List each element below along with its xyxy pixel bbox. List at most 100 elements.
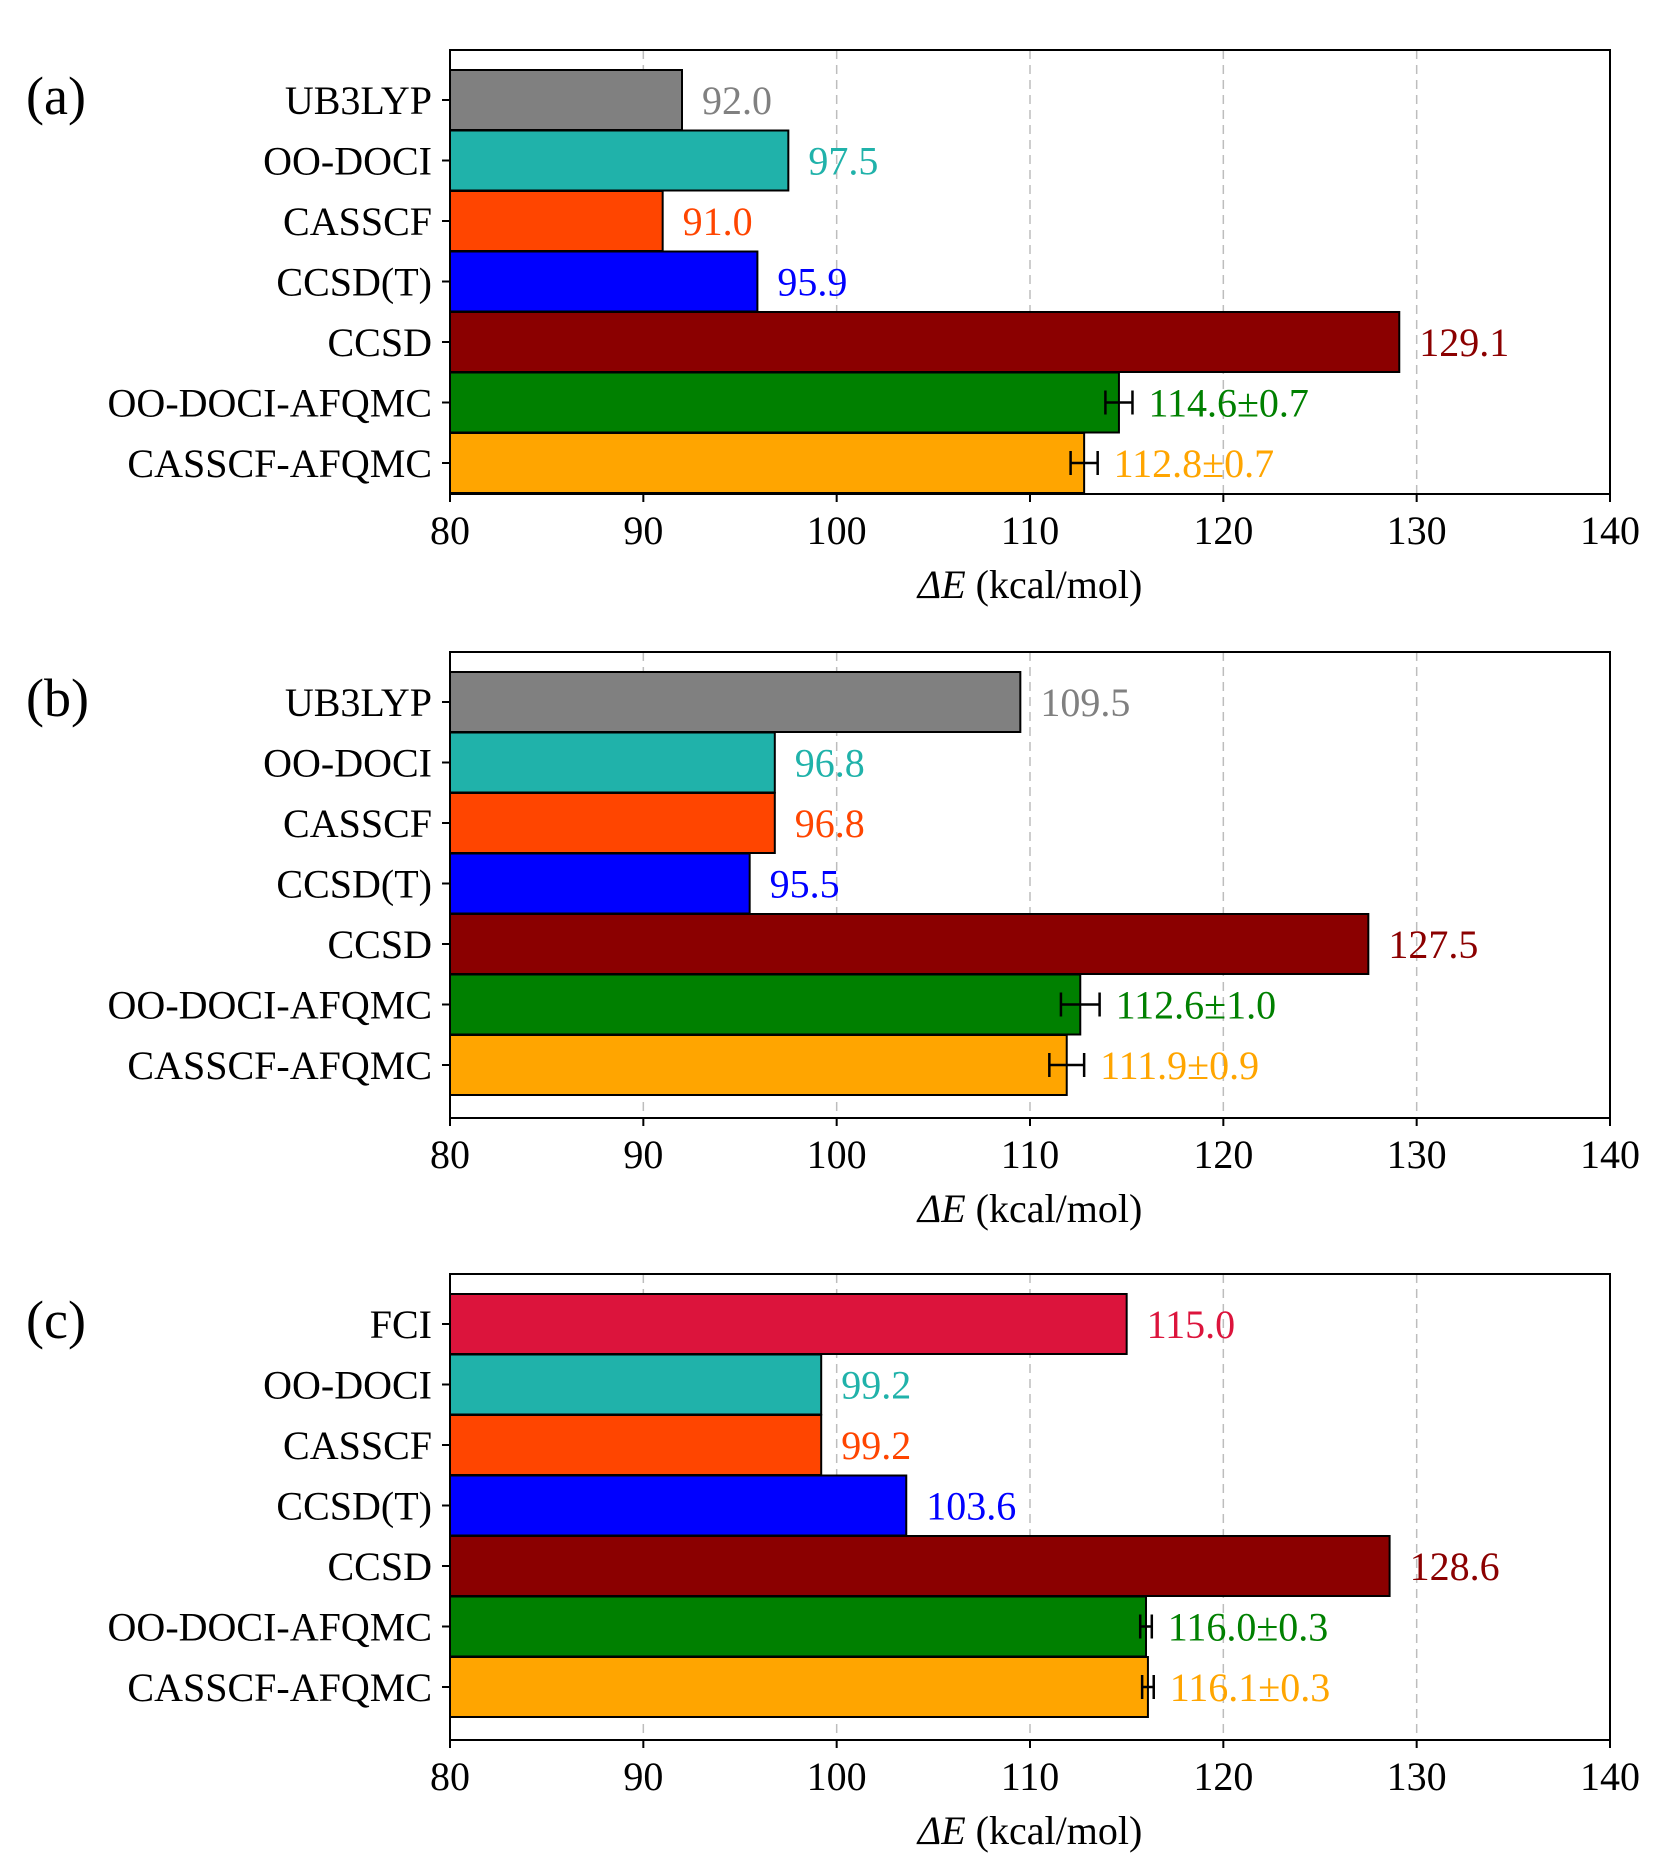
data-label: 99.2 xyxy=(841,1423,911,1468)
x-tick-label: 80 xyxy=(430,1754,470,1799)
data-label: 116.1±0.3 xyxy=(1170,1665,1330,1710)
category-label: OO-DOCI-AFQMC xyxy=(108,1605,432,1650)
data-label: 128.6 xyxy=(1410,1544,1500,1589)
data-label: 97.5 xyxy=(808,139,878,184)
x-tick-label: 100 xyxy=(807,1754,867,1799)
bar xyxy=(449,913,1370,975)
x-tick-label: 130 xyxy=(1387,1132,1447,1177)
data-label: 96.8 xyxy=(795,741,865,786)
x-axis-symbol: ΔE xyxy=(916,1186,966,1231)
data-label: 109.5 xyxy=(1040,680,1130,725)
category-label: CASSCF xyxy=(283,1423,432,1468)
category-label: UB3LYP xyxy=(285,78,432,123)
category-label: CCSD xyxy=(328,1544,433,1589)
panel-label: (c) xyxy=(26,1290,86,1350)
x-tick-label: 90 xyxy=(623,1754,663,1799)
bar xyxy=(449,432,1086,494)
data-label: 95.5 xyxy=(770,862,840,907)
bar xyxy=(449,129,790,192)
bar xyxy=(449,792,776,854)
x-axis-label: ΔE (kcal/mol) xyxy=(916,1808,1143,1853)
bar xyxy=(449,69,683,131)
data-label: 91.0 xyxy=(683,199,753,244)
x-tick-label: 110 xyxy=(1001,1132,1060,1177)
bar xyxy=(449,1034,1068,1096)
category-label: OO-DOCI xyxy=(263,139,432,184)
data-label: 112.6±1.0 xyxy=(1116,983,1276,1028)
x-axis-unit: (kcal/mol) xyxy=(976,1186,1143,1231)
bar xyxy=(449,1414,823,1476)
x-axis-symbol: ΔE xyxy=(916,1808,966,1853)
bar xyxy=(449,671,1022,733)
bar xyxy=(449,1293,1128,1355)
category-label: CCSD(T) xyxy=(276,260,432,305)
bar xyxy=(449,371,1120,434)
data-label: 111.9±0.9 xyxy=(1100,1043,1259,1088)
x-tick-label: 120 xyxy=(1193,1132,1253,1177)
x-axis-label: ΔE (kcal/mol) xyxy=(916,1186,1143,1231)
category-label: OO-DOCI xyxy=(263,741,432,786)
data-label: 127.5 xyxy=(1388,922,1478,967)
category-label: FCI xyxy=(370,1302,432,1347)
x-tick-label: 100 xyxy=(807,508,867,553)
x-axis-symbol: ΔE xyxy=(916,562,966,607)
category-label: OO-DOCI-AFQMC xyxy=(108,381,432,426)
bar xyxy=(449,190,664,252)
x-tick-label: 120 xyxy=(1193,1754,1253,1799)
x-tick-label: 140 xyxy=(1580,1132,1640,1177)
category-label: CCSD xyxy=(328,320,433,365)
bar xyxy=(449,250,759,313)
data-label: 112.8±0.7 xyxy=(1114,441,1274,486)
x-tick-label: 90 xyxy=(623,508,663,553)
category-label: OO-DOCI xyxy=(263,1363,432,1408)
category-label: CCSD(T) xyxy=(276,1484,432,1529)
data-label: 114.6±0.7 xyxy=(1148,381,1308,426)
data-label: 99.2 xyxy=(841,1363,911,1408)
category-label: OO-DOCI-AFQMC xyxy=(108,983,432,1028)
category-label: CASSCF-AFQMC xyxy=(127,441,432,486)
x-tick-label: 140 xyxy=(1580,508,1640,553)
data-label: 95.9 xyxy=(777,260,847,305)
x-tick-label: 130 xyxy=(1387,508,1447,553)
x-tick-label: 110 xyxy=(1001,508,1060,553)
category-label: CASSCF xyxy=(283,801,432,846)
category-label: UB3LYP xyxy=(285,680,432,725)
category-label: CCSD(T) xyxy=(276,862,432,907)
panel-3: FCI 115.0 OO-DOCI 99.2 CASSCF 99.2 CCSD(T) 103.… xyxy=(26,1273,1640,1853)
data-label: 96.8 xyxy=(795,801,865,846)
panel-2: UB3LYP 109.5 OO-DOCI 96.8 CASSCF 96.8 CCSD(T) 9… xyxy=(26,651,1640,1231)
x-tick-label: 80 xyxy=(430,1132,470,1177)
x-tick-label: 110 xyxy=(1001,1754,1060,1799)
bar xyxy=(449,731,776,794)
bar xyxy=(449,1656,1149,1718)
data-label: 103.6 xyxy=(926,1484,1016,1529)
x-tick-label: 80 xyxy=(430,508,470,553)
bar xyxy=(449,1353,823,1416)
x-axis-label: ΔE (kcal/mol) xyxy=(916,562,1143,607)
category-label: CASSCF-AFQMC xyxy=(127,1665,432,1710)
x-tick-label: 140 xyxy=(1580,1754,1640,1799)
panel-1: UB3LYP 92.0 OO-DOCI 97.5 CASSCF 91.0 CCSD(T) 95… xyxy=(26,49,1640,607)
bar xyxy=(449,1474,908,1537)
data-label: 115.0 xyxy=(1147,1302,1236,1347)
x-axis-unit: (kcal/mol) xyxy=(976,1808,1143,1853)
x-tick-label: 120 xyxy=(1193,508,1253,553)
bar xyxy=(449,311,1401,373)
data-label: 92.0 xyxy=(702,78,772,123)
bar xyxy=(449,973,1082,1036)
bar xyxy=(449,852,751,915)
x-tick-label: 130 xyxy=(1387,1754,1447,1799)
bar xyxy=(449,1595,1147,1658)
bar xyxy=(449,1535,1391,1597)
category-label: CCSD xyxy=(328,922,433,967)
x-tick-label: 90 xyxy=(623,1132,663,1177)
data-label: 129.1 xyxy=(1419,320,1509,365)
x-tick-label: 100 xyxy=(807,1132,867,1177)
x-axis-unit: (kcal/mol) xyxy=(976,562,1143,607)
category-label: CASSCF-AFQMC xyxy=(127,1043,432,1088)
category-label: CASSCF xyxy=(283,199,432,244)
panel-label: (a) xyxy=(26,66,86,126)
data-label: 116.0±0.3 xyxy=(1168,1605,1328,1650)
